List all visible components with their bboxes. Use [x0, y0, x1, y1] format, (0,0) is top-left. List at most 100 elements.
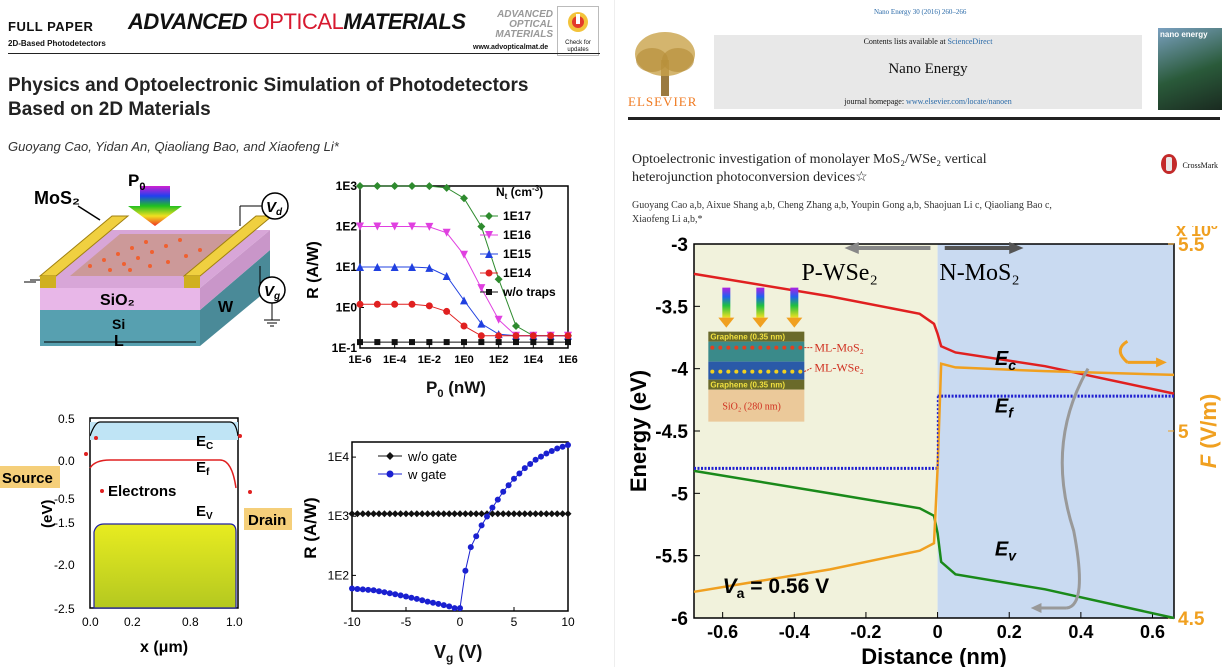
mos2-atom — [718, 345, 723, 350]
ec-curve — [89, 421, 239, 437]
left-paper: FULL PAPER 2D-Based Photodetectors ADVAN… — [0, 0, 610, 667]
legend-marker — [485, 212, 493, 220]
left-title-line: Based on 2D Materials — [8, 99, 211, 120]
legend-title-exp: -3 — [532, 184, 540, 193]
crossmark-icon — [1161, 154, 1177, 174]
graphene-top-label: Graphene (0.35 nm) — [710, 333, 785, 342]
vg-main: V — [264, 283, 276, 300]
right-title-line: Optoelectronic investigation of monolaye… — [632, 152, 987, 167]
right-citation[interactable]: Nano Energy 30 (2016) 260–266 — [874, 8, 967, 16]
right-authors-line: Guoyang Cao a,b, Aixue Shang a,b, Cheng … — [632, 200, 1052, 211]
band-xtick: 0.2 — [124, 615, 141, 629]
data-point — [511, 475, 517, 482]
y2-multiplier-base: x 10 — [1176, 226, 1211, 240]
data-point — [500, 488, 507, 495]
mos2-atom — [766, 345, 771, 350]
ef-label: Ef — [196, 459, 210, 478]
y-tick-label: 1E-1 — [332, 341, 358, 355]
p-wse2-region — [694, 244, 938, 618]
data-point — [559, 510, 567, 518]
vg-label: Vg — [264, 283, 280, 302]
crossmark-badge[interactable]: CrossMark — [1160, 153, 1218, 175]
legend-title: Nt (cm-3) — [496, 184, 543, 201]
data-point — [443, 307, 451, 315]
tree-trunk — [661, 60, 669, 96]
p0-sub: 0 — [139, 181, 145, 193]
p0-label: P0 — [128, 171, 145, 193]
data-point — [477, 284, 486, 293]
n-arrow-head-icon — [1009, 242, 1024, 254]
wse2-pointer — [804, 367, 813, 373]
journal-url[interactable]: www.advopticalmat.de — [473, 44, 549, 51]
data-point — [356, 222, 364, 231]
legend-entry: 1E15 — [503, 247, 531, 261]
plot-frame — [351, 441, 569, 612]
y-tick-label: -4 — [671, 360, 688, 381]
x-axis-label: Distance (nm) — [861, 644, 1006, 667]
journal-banner: Contents lists available at ScienceDirec… — [714, 35, 1142, 109]
ef-curve — [89, 459, 237, 489]
x-tick-label: 1E0 — [454, 354, 474, 366]
y2-multiplier-exp: 8 — [1211, 226, 1218, 232]
recombination-arrow-icon — [1060, 367, 1090, 610]
y2-axis-label-unit: (V/m) — [1196, 394, 1221, 455]
light-beam-icon — [756, 287, 765, 318]
data-point — [403, 593, 409, 600]
mos2-atom — [734, 345, 739, 350]
y2-axis-label: F (V/m) — [1196, 394, 1221, 469]
journal-cover[interactable]: nano energy — [1158, 28, 1222, 110]
responsivity-vs-gate-chart: -10 -5 0 5 10 1E2 1E3 1E4 Vg (V) R (A/W) w/o gate w… — [301, 441, 575, 665]
mos2-atom — [726, 345, 731, 350]
x-axis-unit: (nW) — [443, 378, 485, 397]
ev-label: Ev — [995, 539, 1017, 564]
data-point — [457, 605, 463, 612]
ev-label-sub: v — [1008, 548, 1017, 564]
data-point — [478, 522, 485, 529]
homepage-link[interactable]: www.elsevier.com/locate/nanoen — [906, 97, 1012, 106]
x-tick-label: 0.2 — [997, 622, 1022, 642]
vd-label: Vd — [266, 199, 283, 218]
x-axis-label: Vg (V) — [434, 642, 482, 665]
data-point — [484, 513, 490, 520]
x-tick-label: -10 — [343, 615, 361, 629]
data-point — [565, 442, 571, 449]
device-stack-inset: Graphene (0.35 nm) Graphene (0.35 nm) SiO₂… — [708, 287, 864, 422]
legend-title-sub: t — [505, 192, 508, 201]
journal-logo-line: ADVANCED — [497, 9, 553, 20]
n-region-label: N-MoS₂ — [939, 260, 1019, 286]
legend-entry: w/o traps — [502, 285, 556, 299]
data-point — [460, 250, 468, 259]
wse2-atom — [782, 369, 787, 374]
data-point — [494, 275, 503, 284]
data-point — [413, 595, 420, 602]
tree-crown — [662, 48, 694, 72]
va-main: V — [723, 575, 739, 598]
x-tick-label: 0 — [457, 615, 464, 629]
series-line — [351, 444, 569, 609]
legend-title-unit: (cm — [507, 185, 532, 199]
data-point — [370, 587, 377, 594]
sciencedirect-link[interactable]: ScienceDirect — [947, 37, 993, 46]
data-point — [548, 447, 555, 454]
mos2-atom — [710, 345, 715, 350]
series-w-o-gate — [348, 510, 572, 518]
elsevier-tree-logo — [635, 32, 695, 96]
y-tick-label: -5.5 — [655, 547, 688, 568]
check-updates-badge[interactable]: Check for updates — [557, 6, 599, 56]
data-point — [408, 222, 416, 231]
l-label: L — [114, 333, 124, 350]
ec-main: E — [196, 433, 206, 450]
data-point — [495, 332, 503, 340]
x-axis-label-sub: g — [446, 651, 453, 665]
y-axis-label: Energy (eV) — [626, 370, 651, 492]
light-beam-icon — [722, 287, 731, 318]
legend-entry: w gate — [407, 467, 446, 482]
left-paper-title: Physics and Optoelectronic Simulation of… — [8, 74, 528, 122]
wse2-stack-label: ML-WSe₂ — [814, 361, 864, 375]
drain-label-box — [244, 508, 292, 530]
conduction-band-region — [90, 422, 238, 440]
va-value: = 0.56 V — [744, 575, 829, 598]
elsevier-wordmark: ELSEVIER — [628, 94, 698, 109]
data-point — [426, 339, 433, 346]
data-point — [515, 510, 523, 518]
